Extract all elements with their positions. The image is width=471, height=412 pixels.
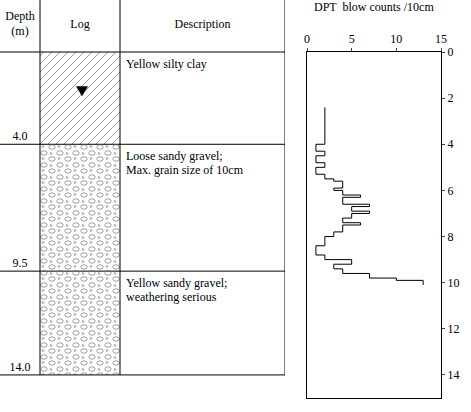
svg-text:Description: Description (175, 17, 231, 31)
svg-text:DPT blow counts /10cm: DPT blow counts /10cm (314, 0, 434, 14)
svg-text:14: 14 (447, 368, 459, 382)
svg-text:8: 8 (447, 230, 453, 244)
svg-text:Max. grain size of 10cm: Max. grain size of 10cm (126, 163, 244, 177)
svg-text:Loose sandy gravel;: Loose sandy gravel; (126, 149, 223, 163)
svg-text:(m): (m) (11, 24, 28, 38)
svg-text:2: 2 (447, 91, 453, 105)
svg-text:Log: Log (70, 17, 89, 31)
svg-text:Yellow sandy gravel;: Yellow sandy gravel; (126, 276, 227, 290)
svg-text:10: 10 (390, 32, 402, 46)
svg-text:5: 5 (349, 32, 355, 46)
svg-text:4: 4 (447, 137, 453, 151)
svg-text:Depth: Depth (5, 9, 34, 23)
svg-text:15: 15 (435, 32, 447, 46)
svg-text:weathering serious: weathering serious (126, 290, 217, 304)
svg-text:9.5: 9.5 (13, 256, 28, 270)
svg-text:6: 6 (447, 184, 453, 198)
svg-text:0: 0 (447, 45, 453, 59)
svg-text:14.0: 14.0 (10, 360, 31, 374)
svg-text:4.0: 4.0 (13, 129, 28, 143)
svg-text:0: 0 (304, 32, 310, 46)
svg-text:10: 10 (447, 276, 459, 290)
svg-text:Yellow silty clay: Yellow silty clay (126, 57, 207, 71)
svg-text:12: 12 (447, 322, 459, 336)
